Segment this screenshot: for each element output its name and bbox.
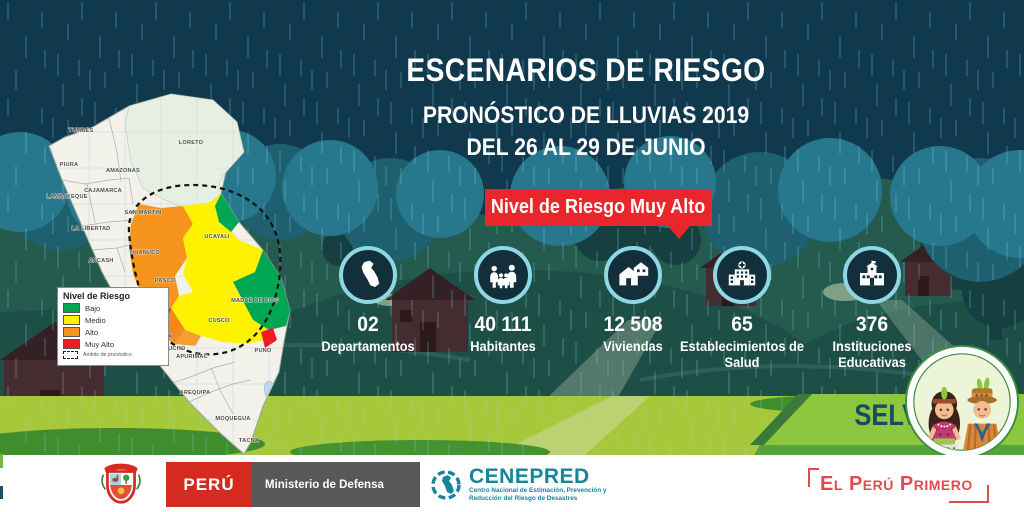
stat-viviendas: 12 508 Viviendas (558, 246, 708, 355)
stat-value: 376 (855, 313, 889, 336)
stat-label: Habitantes (470, 339, 536, 354)
legend-row-medio: Medio (63, 315, 163, 325)
subtitle-dates: DEL 26 AL 29 DE JUNIO (466, 134, 706, 161)
stat-circle (843, 246, 901, 304)
cenepred-tagline-1: Centro Nacional de Estimación, Prevenció… (469, 487, 607, 494)
cenepred-wordmark: CENEPRED (469, 465, 590, 488)
legend-label-bajo: Bajo (85, 303, 101, 313)
map-label-cajamarca: CAJAMARCA (84, 188, 122, 194)
legend-label-scope: Ámbito de pronóstico (83, 352, 132, 358)
peru-wordmark: PERÚ (183, 474, 235, 494)
map-label-tumbes: TUMBES (69, 128, 94, 134)
stat-establecimientos-salud: 65 Establecimientos de Salud (667, 246, 817, 371)
map-label-lambayeque: LAMBAYEQUE (46, 194, 87, 200)
map-label-moquegua: MOQUEGUA (215, 416, 250, 422)
map-label-apurimac: APURIMAC (176, 354, 208, 360)
legend-title: Nivel de Riesgo (63, 291, 131, 301)
cenepred-logo: CENEPRED Centro Nacional de Estimación, … (428, 466, 606, 504)
legend-label-muy-alto: Muy Alto (85, 339, 115, 349)
legend-row-muy-alto: Muy Alto (63, 339, 163, 349)
legend-row-scope: Ámbito de pronóstico (63, 351, 163, 359)
legend-row-bajo: Bajo (63, 303, 163, 313)
map-label-amazonas: AMAZONAS (106, 168, 140, 174)
cenepred-icon (431, 470, 461, 500)
family-icon (490, 264, 517, 289)
stat-value: 12 508 (603, 313, 663, 336)
legend-swatch-bajo (63, 303, 80, 313)
stat-circle (713, 246, 771, 304)
map-label-ayacucho: AYACUCHO (153, 346, 186, 352)
stat-label: Instituciones Educativas (832, 339, 912, 370)
map-label-loreto: LORETO (179, 140, 204, 146)
map-label-madre-de-dios: MADRE DE DIOS (231, 298, 279, 304)
ministry-label: Ministerio de Defensa (265, 478, 384, 491)
peru-wordmark-block: PERÚ (166, 462, 252, 507)
legend-label-medio: Medio (85, 315, 106, 325)
map-label-cusco: CUSCO (208, 318, 230, 324)
legend-label-alto: Alto (85, 327, 99, 337)
risk-level-label: Nivel de Riesgo Muy Alto (491, 196, 706, 218)
stat-value: 65 (731, 313, 753, 336)
peru-coat-of-arms (101, 463, 141, 504)
map-label-huanuco: HUANUCO (130, 250, 160, 256)
page-title: ESCENARIOS DE RIESGO (406, 52, 766, 88)
edge-accent-blue (0, 486, 3, 499)
map-label-ancash: ANCASH (88, 258, 113, 264)
legend-swatch-alto (63, 327, 80, 337)
stat-circle (604, 246, 662, 304)
legend-swatch-medio (63, 315, 80, 325)
legend-swatch-muy-alto (63, 339, 80, 349)
selva-characters-badge (903, 343, 1021, 461)
edge-accent-green (0, 455, 3, 468)
header: ESCENARIOS DE RIESGO PRONÓSTICO DE LLUVI… (350, 52, 822, 162)
map-label-san-martin: SAN MARTIN (124, 210, 161, 216)
map-label-arequipa: AREQUIPA (180, 390, 211, 396)
ministry-block: Ministerio de Defensa (252, 462, 420, 507)
stat-circle (339, 246, 397, 304)
map-label-piura: PIURA (60, 162, 78, 168)
stat-value: 40 111 (474, 313, 532, 336)
cenepred-tagline-2: Reducción del Riesgo de Desastres (469, 495, 578, 503)
stat-label: Establecimientos de Salud (679, 339, 805, 370)
el-peru-primero-slogan: El Perú Primero (808, 468, 989, 503)
stat-circle (474, 246, 532, 304)
map-label-pasco: PASCO (155, 278, 176, 284)
risk-level-banner: Nivel de Riesgo Muy Alto (485, 189, 712, 239)
stat-departamentos: 02 Departamentos (293, 246, 443, 355)
school-icon (860, 260, 884, 286)
subtitle-forecast: PRONÓSTICO DE LLUVIAS 2019 (422, 102, 750, 129)
stat-value: 02 (357, 313, 379, 336)
peru-risk-map: TUMBES PIURA LAMBAYEQUE CAJAMARCA AMAZONAS LO… (25, 92, 315, 458)
hospital-icon (728, 261, 756, 286)
map-label-ucayali: UCAYALI (204, 234, 229, 240)
stat-label: Departamentos (321, 339, 415, 354)
legend-row-alto: Alto (63, 327, 163, 337)
stat-instituciones-educativas: 376 Instituciones Educativas (797, 246, 947, 371)
peru-map-icon (361, 260, 380, 287)
stat-habitantes: 40 111 Habitantes (428, 246, 578, 355)
stat-label: Viviendas (603, 339, 663, 354)
banner-tail (668, 226, 690, 239)
map-label-la-libertad: LA LIBERTAD (72, 226, 111, 232)
map-label-puno: PUNO (255, 348, 272, 354)
map-legend: Nivel de Riesgo Bajo Medio Alto Muy Alto… (57, 287, 169, 366)
legend-swatch-scope (63, 351, 78, 359)
houses-icon (619, 262, 649, 286)
map-label-tacna: TACNA (239, 438, 259, 444)
selva-characters-illustration (904, 344, 1020, 460)
footer: PERÚ Ministerio de Defensa CENEPRED Cent… (0, 455, 1024, 512)
